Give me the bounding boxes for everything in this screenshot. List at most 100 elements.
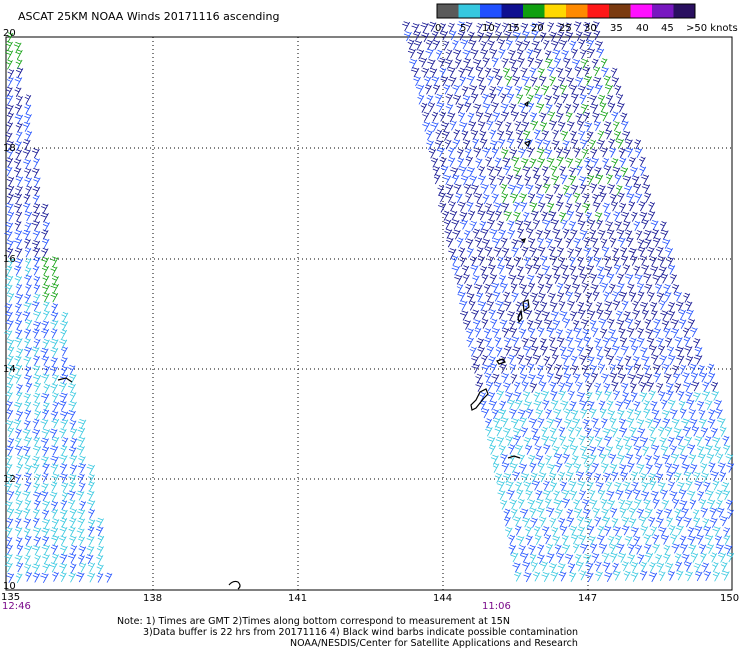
wind-barb — [700, 462, 708, 474]
wind-barb — [431, 111, 439, 122]
legend-swatch — [458, 4, 481, 18]
wind-barb — [528, 544, 536, 555]
wind-barb — [526, 228, 534, 239]
wind-barb — [5, 382, 14, 394]
wind-barb — [609, 372, 618, 383]
wind-barb — [545, 498, 552, 509]
wind-barb — [486, 381, 494, 392]
wind-barb — [490, 454, 499, 465]
wind-barb — [555, 462, 563, 473]
wind-barb — [562, 148, 571, 159]
wind-barb — [541, 435, 550, 446]
wind-barb — [560, 130, 569, 141]
wind-barb — [444, 58, 453, 70]
wind-barb — [5, 400, 13, 411]
wind-barb — [643, 408, 651, 419]
wind-barb — [589, 94, 597, 105]
wind-barb — [564, 192, 573, 203]
wind-barb — [667, 436, 675, 447]
wind-barb — [508, 534, 516, 545]
wind-barb — [666, 471, 674, 482]
wind-barb — [583, 157, 591, 168]
wind-barb — [600, 328, 608, 339]
wind-barb — [40, 212, 49, 223]
wind-barb — [512, 562, 521, 573]
wind-barb — [549, 481, 557, 492]
wind-barb — [60, 445, 68, 456]
wind-barb — [568, 563, 576, 574]
wind-barb — [616, 543, 625, 554]
wind-barb — [647, 247, 655, 258]
wind-barb — [715, 489, 723, 500]
wind-barb — [530, 22, 538, 33]
wind-barb — [475, 111, 484, 122]
wind-barb — [592, 201, 601, 212]
wind-barb — [462, 273, 470, 284]
wind-barb — [712, 561, 719, 572]
wind-barb — [512, 435, 521, 446]
wind-barb — [667, 399, 676, 410]
wind-barb — [606, 355, 615, 366]
wind-barb — [447, 112, 456, 123]
wind-barb — [448, 248, 457, 259]
wind-barb — [4, 303, 13, 314]
wind-barb — [33, 275, 41, 286]
wind-barb — [613, 390, 620, 401]
wind-barb — [42, 553, 50, 564]
wind-barb — [714, 535, 722, 546]
wind-barb — [609, 417, 617, 428]
wind-barb — [601, 67, 609, 78]
wind-barb — [6, 32, 14, 43]
wind-barb — [5, 157, 14, 168]
wind-barb — [3, 329, 13, 340]
wind-barb — [14, 437, 22, 448]
wind-barb — [15, 59, 23, 70]
wind-barb — [523, 256, 531, 267]
wind-barb — [539, 112, 547, 123]
wind-barb — [13, 265, 22, 276]
wind-barb — [5, 86, 13, 97]
wind-barb — [51, 508, 59, 519]
wind-barb — [501, 148, 509, 159]
wind-barb — [14, 247, 23, 258]
wind-barb — [500, 183, 508, 194]
wind-barb — [530, 292, 538, 303]
wind-barb — [16, 391, 23, 402]
wind-barb — [707, 418, 716, 429]
wind-barb — [466, 337, 474, 348]
wind-barb — [513, 381, 521, 392]
wind-barb — [77, 418, 87, 430]
wind-barb — [432, 39, 441, 51]
wind-barb — [552, 354, 559, 365]
wind-barb — [574, 337, 583, 348]
wind-barb — [555, 201, 564, 212]
wind-barb — [475, 158, 483, 169]
wind-barb — [60, 365, 68, 377]
wind-barb — [597, 525, 605, 536]
wind-barb — [542, 183, 551, 194]
wind-barb — [605, 481, 613, 492]
wind-barb — [663, 327, 671, 338]
wind-barb — [470, 49, 479, 60]
wind-barb — [50, 311, 59, 322]
legend-swatch — [544, 4, 567, 18]
wind-barb — [534, 58, 543, 69]
wind-barb — [592, 247, 600, 258]
wind-barb — [492, 237, 501, 248]
wind-barb — [693, 338, 701, 349]
wind-barb — [41, 265, 50, 276]
wind-barb — [647, 291, 655, 302]
wind-barb — [528, 237, 536, 248]
wind-barb — [538, 292, 546, 303]
wind-barb — [613, 526, 621, 537]
wind-barb — [529, 507, 537, 518]
reef-14n — [57, 377, 73, 383]
wind-barb — [644, 373, 653, 384]
wind-barb — [574, 553, 582, 564]
wind-barb — [68, 481, 76, 493]
wind-barb — [653, 372, 662, 383]
wind-barb — [6, 121, 13, 132]
wind-barb — [469, 300, 476, 311]
wind-barb — [33, 392, 41, 403]
wind-barb — [31, 167, 40, 178]
